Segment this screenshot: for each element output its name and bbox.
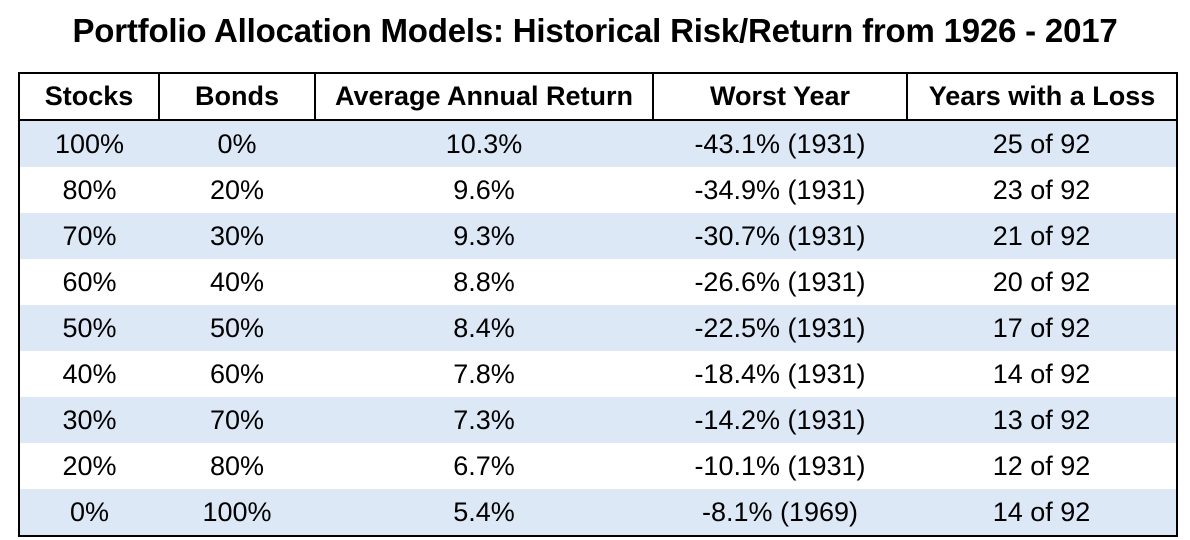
cell-worst-year: -22.5% (1931) [653,305,907,351]
cell-worst-year: -8.1% (1969) [653,489,907,537]
cell-stocks: 0% [18,489,159,537]
table-header-row: Stocks Bonds Average Annual Return Worst… [18,72,1178,121]
cell-years-with-loss: 23 of 92 [907,167,1178,213]
cell-bonds: 50% [159,305,315,351]
header-bonds: Bonds [158,72,316,121]
cell-bonds: 70% [159,397,315,443]
cell-average-annual-return: 8.4% [315,305,653,351]
cell-worst-year: -43.1% (1931) [653,120,907,167]
table-row: 100% 0% 10.3% -43.1% (1931) 25 of 92 [18,120,1178,167]
cell-average-annual-return: 9.3% [315,213,653,259]
cell-bonds: 20% [209,174,265,205]
header-years-with-loss: Years with a Loss [906,72,1178,121]
cell-bonds: 60% [209,358,265,389]
cell-stocks: 80% [18,167,159,213]
header-average-annual-return: Average Annual Return [314,72,654,121]
cell-stocks: 20% [18,443,159,489]
cell-years-with-loss: 14 of 92 [907,351,1178,397]
allocation-table: Stocks Bonds Average Annual Return Worst… [18,72,1178,537]
table-row: 70% 30% 9.3% -30.7% (1931) 21 of 92 [18,213,1178,259]
table-row: 80% 20% 9.6% -34.9% (1931) 23 of 92 [18,167,1178,213]
cell-years-with-loss: 13 of 92 [907,397,1178,443]
cell-average-annual-return: 5.4% [315,489,653,537]
cell-bonds: 40% [209,266,265,297]
cell-stocks: 30% [18,397,159,443]
cell-stocks: 70% [18,213,159,259]
cell-years-with-loss: 25 of 92 [907,120,1178,167]
table-row: 0% 100% 5.4% -8.1% (1969) 14 of 92 [18,489,1178,537]
cell-years-with-loss: 21 of 92 [907,213,1178,259]
cell-bonds: 0% [159,120,315,167]
table-row: 60% 40% 8.8% -26.6% (1931) 20 of 92 [18,259,1178,305]
cell-worst-year: -14.2% (1931) [653,397,907,443]
cell-worst-year: -18.4% (1931) [694,358,866,389]
table-row: 40% 60% 7.8% -18.4% (1931) 14 of 92 [18,351,1178,397]
cell-bonds: 100% [159,489,315,537]
cell-average-annual-return: 6.7% [453,450,515,481]
table-row: 20% 80% 6.7% -10.1% (1931) 12 of 92 [18,443,1178,489]
cell-worst-year: -10.1% (1931) [694,450,866,481]
cell-average-annual-return: 9.6% [453,174,515,205]
page-title: Portfolio Allocation Models: Historical … [72,12,1118,49]
cell-stocks: 100% [18,120,159,167]
cell-average-annual-return: 7.3% [315,397,653,443]
header-worst-year: Worst Year [652,72,908,121]
cell-average-annual-return: 7.8% [453,358,515,389]
cell-years-with-loss: 17 of 92 [907,305,1178,351]
cell-stocks: 50% [18,305,159,351]
cell-average-annual-return: 8.8% [453,266,515,297]
header-stocks: Stocks [18,72,160,121]
cell-average-annual-return: 10.3% [315,120,653,167]
cell-stocks: 60% [18,259,159,305]
table-row: 50% 50% 8.4% -22.5% (1931) 17 of 92 [18,305,1178,351]
cell-worst-year: -34.9% (1931) [694,174,866,205]
cell-years-with-loss: 12 of 92 [907,443,1178,489]
cell-bonds: 30% [159,213,315,259]
cell-stocks: 40% [18,351,159,397]
cell-worst-year: -30.7% (1931) [653,213,907,259]
cell-years-with-loss: 20 of 92 [907,259,1178,305]
table-row: 30% 70% 7.3% -14.2% (1931) 13 of 92 [18,397,1178,443]
cell-worst-year: -26.6% (1931) [694,266,866,297]
cell-years-with-loss: 14 of 92 [907,489,1178,537]
cell-bonds: 80% [209,450,265,481]
